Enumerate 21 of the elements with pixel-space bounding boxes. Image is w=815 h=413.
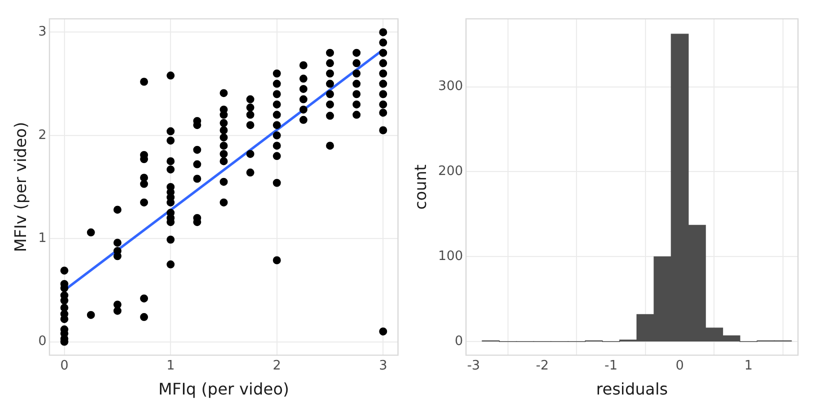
y-tick-label: 0 bbox=[454, 334, 464, 349]
y-tick-label: 100 bbox=[438, 249, 464, 264]
y-tick-label: 2 bbox=[38, 128, 46, 143]
x-tick-label: -1 bbox=[604, 358, 618, 374]
x-tick-label: 2 bbox=[272, 358, 282, 374]
x-tick-label: 0 bbox=[60, 358, 68, 374]
x-tick-label: -2 bbox=[536, 358, 549, 374]
x-tick-label: 1 bbox=[166, 358, 175, 374]
x-tick-label: -3 bbox=[467, 358, 480, 374]
x-tick-label: 3 bbox=[378, 358, 388, 374]
y-tick-label: 300 bbox=[438, 79, 464, 94]
x-axis-title: residuals bbox=[596, 380, 668, 399]
y-tick-label: 1 bbox=[38, 230, 46, 246]
y-axis-title: count bbox=[410, 164, 430, 210]
x-tick-label: 0 bbox=[676, 358, 684, 374]
y-tick-label: 3 bbox=[38, 24, 46, 40]
y-tick-label: 0 bbox=[38, 334, 46, 350]
x-tick-label: 1 bbox=[744, 358, 753, 374]
y-tick-label: 200 bbox=[438, 164, 464, 180]
y-axis-title: MFIv (per video) bbox=[10, 122, 30, 252]
x-axis-title: MFIq (per video) bbox=[158, 380, 290, 399]
